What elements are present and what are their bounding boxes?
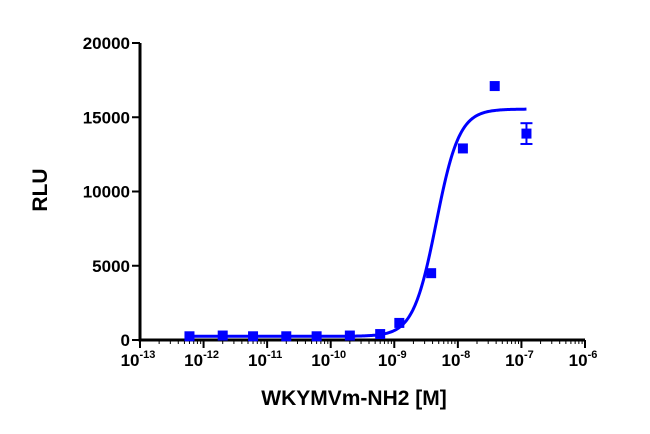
x-tick-label: 10-6 [569,349,598,370]
data-point [457,143,468,154]
x-tick-label: 10-11 [248,349,282,370]
data-point [217,330,228,341]
data-point [489,81,500,92]
fit-curve-layer [189,107,527,338]
data-points-layer [184,81,533,342]
data-point [248,331,259,342]
x-axis-title: WKYMVm-NH2 [M] [261,387,446,410]
data-point [281,331,292,342]
data-point [184,331,195,342]
x-tick-label: 10-9 [378,349,407,370]
x-tick-label: 10-8 [442,349,471,370]
y-tick-label: 0 [121,331,130,350]
data-point [375,329,386,340]
data-point [521,128,532,139]
y-axis-title: RLU [29,168,52,211]
data-point [311,331,322,342]
x-tick-label: 10-7 [505,349,534,370]
y-tick-label: 15000 [83,108,130,127]
x-tick-label: 10-13 [121,349,156,370]
x-tick-label: 10-12 [184,349,219,370]
y-tick-label: 10000 [83,183,130,202]
axes: 10-13 10-12 10-11 10-10 10-9 10-8 10-7 10-6 0 500… [83,34,598,370]
data-point [344,330,355,341]
y-tick-label: 20000 [83,34,130,53]
fit-curve [189,107,527,338]
data-point [426,268,437,279]
x-tick-label: 10-10 [311,349,346,370]
y-tick-label: 5000 [92,257,130,276]
data-point [394,317,405,328]
